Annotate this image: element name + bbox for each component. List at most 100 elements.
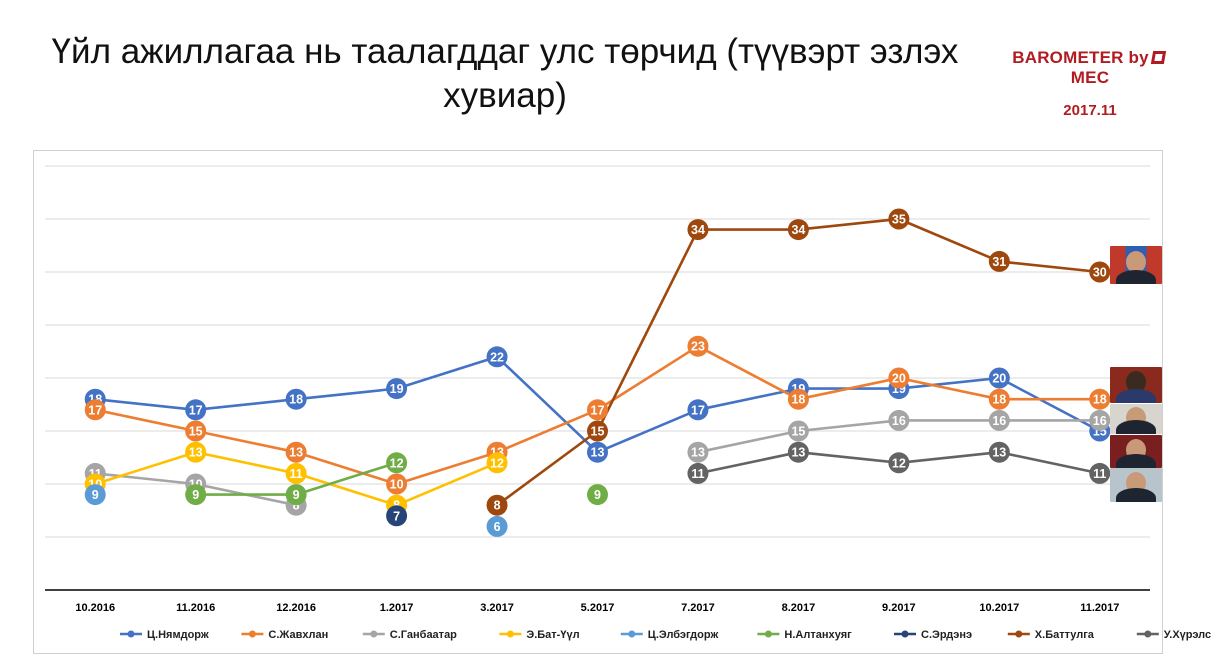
data-point bbox=[888, 409, 910, 431]
legend-swatch-marker bbox=[506, 630, 514, 638]
brand-name: BAROMETER byMEC bbox=[1000, 48, 1180, 88]
brand-block: BAROMETER byMEC 2017.11 bbox=[1000, 48, 1180, 119]
series-line-segment bbox=[696, 450, 800, 475]
legend-swatch-marker bbox=[764, 630, 772, 638]
series-line-segment bbox=[897, 376, 1001, 401]
x-tick-label: 8.2017 bbox=[782, 602, 816, 614]
series-line-segment bbox=[897, 217, 1001, 263]
legend-label: С.Эрдэнэ bbox=[921, 629, 972, 641]
series-line-segment bbox=[797, 217, 901, 231]
legend-label: Н.Алтанхуяг bbox=[784, 629, 852, 641]
data-label: 11 bbox=[290, 467, 303, 481]
data-point bbox=[687, 219, 709, 241]
x-tick-label: 10.2017 bbox=[979, 602, 1019, 614]
data-label: 13 bbox=[791, 446, 805, 460]
data-point bbox=[285, 388, 307, 410]
data-point bbox=[888, 452, 910, 474]
data-point bbox=[185, 399, 207, 421]
series-line-segment bbox=[495, 429, 599, 507]
series-line-segment bbox=[797, 376, 901, 401]
data-label: 10 bbox=[390, 478, 404, 492]
data-label: 9 bbox=[92, 488, 99, 502]
data-label: 12 bbox=[892, 456, 906, 470]
series-line-segment bbox=[897, 376, 1001, 390]
data-point bbox=[285, 441, 307, 463]
data-point bbox=[687, 335, 709, 357]
data-point bbox=[285, 462, 307, 484]
data-label: 9 bbox=[594, 488, 601, 502]
data-point bbox=[687, 399, 709, 421]
legend-swatch-marker bbox=[248, 630, 256, 638]
legend-label: С.Ганбаатар bbox=[390, 629, 457, 641]
legend-label: С.Жавхлан bbox=[268, 629, 328, 641]
data-label: 9 bbox=[293, 488, 300, 502]
series-line-segment bbox=[93, 450, 197, 486]
series-line-segment bbox=[194, 450, 298, 475]
x-tick-label: 5.2017 bbox=[581, 602, 615, 614]
series-line-segment bbox=[294, 387, 398, 401]
data-point bbox=[787, 219, 809, 241]
x-tick-label: 11.2016 bbox=[176, 602, 215, 614]
legend-label: Ц.Элбэгдорж bbox=[648, 629, 719, 641]
series-line-segment bbox=[897, 450, 1001, 465]
portrait-ganbaatar bbox=[1110, 435, 1162, 468]
legend-swatch-marker bbox=[1015, 630, 1023, 638]
data-point bbox=[888, 367, 910, 389]
legend-swatch-marker bbox=[628, 630, 636, 638]
series-line-segment bbox=[696, 344, 800, 401]
data-point bbox=[787, 441, 809, 463]
data-label: 18 bbox=[1093, 393, 1107, 407]
data-label: 16 bbox=[1093, 414, 1107, 428]
data-label: 19 bbox=[390, 382, 404, 396]
data-label: 16 bbox=[892, 414, 906, 428]
series-line-segment bbox=[93, 397, 197, 412]
data-label: 15 bbox=[791, 425, 805, 439]
brand-text: BAROMETER by bbox=[1012, 48, 1149, 67]
portrait-khurelsukh bbox=[1110, 468, 1162, 502]
data-point bbox=[486, 515, 508, 537]
data-label: 18 bbox=[791, 393, 805, 407]
series-line-segment bbox=[495, 355, 599, 454]
data-label: 13 bbox=[691, 446, 705, 460]
data-label: 12 bbox=[390, 456, 404, 470]
data-point bbox=[787, 388, 809, 410]
data-point bbox=[587, 420, 608, 442]
data-label: 8 bbox=[293, 499, 300, 513]
data-point bbox=[486, 346, 508, 368]
data-label: 23 bbox=[691, 340, 705, 354]
data-label: 17 bbox=[88, 403, 102, 417]
series-line-segment bbox=[294, 461, 398, 496]
series-line-segment bbox=[596, 228, 700, 433]
series-line-segment bbox=[395, 450, 499, 486]
series-line-segment bbox=[998, 376, 1102, 433]
data-label: 31 bbox=[992, 255, 1006, 269]
legend-swatch-marker bbox=[370, 630, 378, 638]
data-label: 22 bbox=[490, 350, 504, 364]
series-line-segment bbox=[194, 429, 298, 454]
data-label: 34 bbox=[691, 223, 705, 237]
series-line-segment bbox=[596, 408, 700, 454]
data-point bbox=[185, 441, 207, 463]
data-label: 18 bbox=[289, 393, 303, 407]
x-tick-label: 10.2016 bbox=[75, 602, 115, 614]
data-label: 20 bbox=[992, 372, 1006, 386]
data-point bbox=[587, 441, 608, 463]
data-point bbox=[1089, 462, 1111, 484]
x-tick-label: 7.2017 bbox=[681, 602, 715, 614]
data-point bbox=[185, 484, 207, 506]
series-line-segment bbox=[998, 260, 1102, 274]
data-point bbox=[988, 409, 1010, 431]
data-point bbox=[687, 462, 709, 484]
data-label: 17 bbox=[691, 403, 705, 417]
data-label: 18 bbox=[992, 393, 1006, 407]
chart-frame bbox=[33, 150, 1163, 654]
data-label: 11 bbox=[1093, 467, 1106, 481]
data-label: 6 bbox=[494, 520, 501, 534]
data-label: 9 bbox=[192, 488, 199, 502]
series-line-segment bbox=[696, 429, 800, 454]
series-line-segment bbox=[797, 450, 901, 465]
data-label: 30 bbox=[1093, 266, 1107, 280]
data-label: 35 bbox=[892, 213, 906, 227]
data-label: 8 bbox=[494, 499, 501, 513]
series-line-segment bbox=[194, 397, 298, 412]
